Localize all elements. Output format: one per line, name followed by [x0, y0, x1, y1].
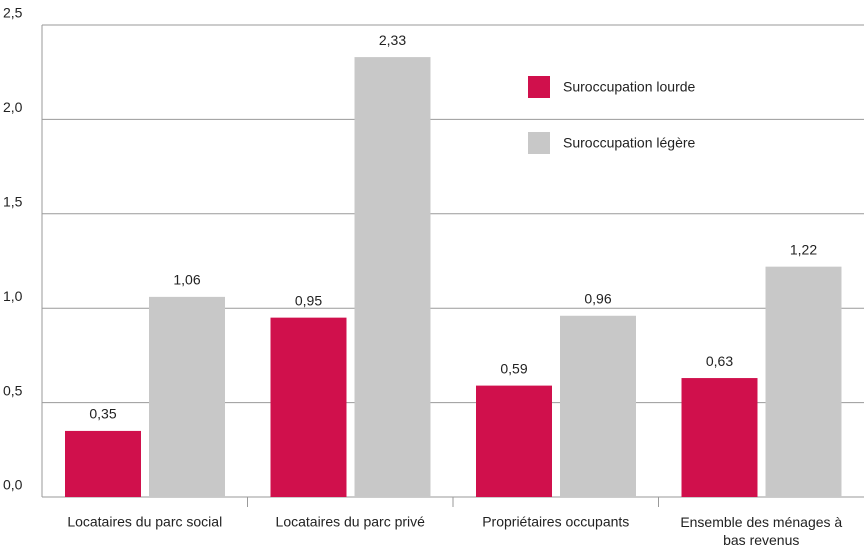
bar [681, 378, 758, 497]
bar [270, 317, 347, 497]
y-tick-label: 1,5 [3, 194, 23, 210]
x-tick-label-line: bas revenus [723, 532, 799, 546]
bar [149, 296, 225, 497]
data-label: 0,35 [89, 406, 116, 422]
data-label: 1,06 [173, 272, 200, 288]
legend-swatch [528, 76, 550, 98]
data-label: 0,95 [295, 292, 322, 308]
bar [65, 430, 141, 497]
y-tick-label: 2,0 [3, 99, 23, 115]
data-label: 2,33 [379, 32, 406, 48]
bar [476, 385, 552, 497]
legend-swatch [528, 132, 550, 154]
legend-label: Suroccupation légère [563, 135, 696, 151]
x-tick-label: Propriétaires occupants [482, 514, 629, 530]
data-label: 0,59 [500, 360, 527, 376]
y-tick-label: 0,5 [3, 382, 23, 398]
x-tick-label: Ensemble des ménages à bas revenus [680, 514, 842, 546]
x-tick-label: Locataires du parc social [67, 514, 222, 530]
bar [354, 57, 431, 497]
y-tick-label: 1,0 [3, 288, 23, 304]
data-label: 0,63 [706, 353, 733, 369]
y-tick-label: 2,5 [3, 5, 23, 21]
x-tick-label: Locataires du parc privé [276, 514, 426, 530]
data-label: 1,22 [790, 241, 817, 257]
x-tick-label-line: Ensemble des ménages à [680, 514, 842, 530]
data-label: 0,96 [584, 290, 611, 306]
bar [765, 266, 842, 497]
bar [560, 315, 636, 497]
legend-label: Suroccupation lourde [563, 79, 696, 95]
y-tick-label: 0,0 [3, 477, 23, 493]
